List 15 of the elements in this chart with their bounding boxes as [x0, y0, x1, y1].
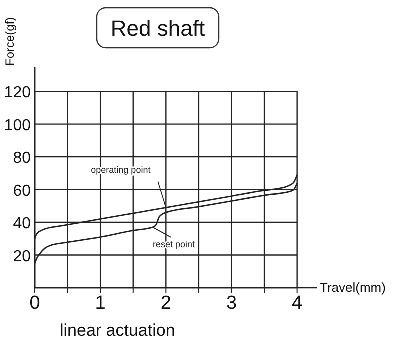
y-tick-label: 100 — [4, 117, 32, 134]
y-tick-label: 20 — [13, 248, 32, 266]
text: linear actuation — [60, 321, 176, 340]
chart-title: Red shaft — [110, 16, 206, 41]
y-tick-label: 60 — [13, 182, 32, 200]
x-tick-label: 3 — [226, 293, 238, 314]
y-tick-label: 80 — [13, 150, 32, 168]
x-axis-title: Travel(mm) — [320, 280, 386, 295]
x-tick-label: 0 — [30, 293, 40, 314]
x-tick-label: 4 — [292, 293, 304, 314]
x-tick-label: 1 — [95, 293, 106, 314]
y-tick-label: 40 — [13, 216, 32, 233]
y-tick-label: 120 — [4, 84, 32, 102]
y-axis-title: Force(gf) — [3, 17, 17, 66]
x-tick-label: 2 — [160, 293, 172, 314]
